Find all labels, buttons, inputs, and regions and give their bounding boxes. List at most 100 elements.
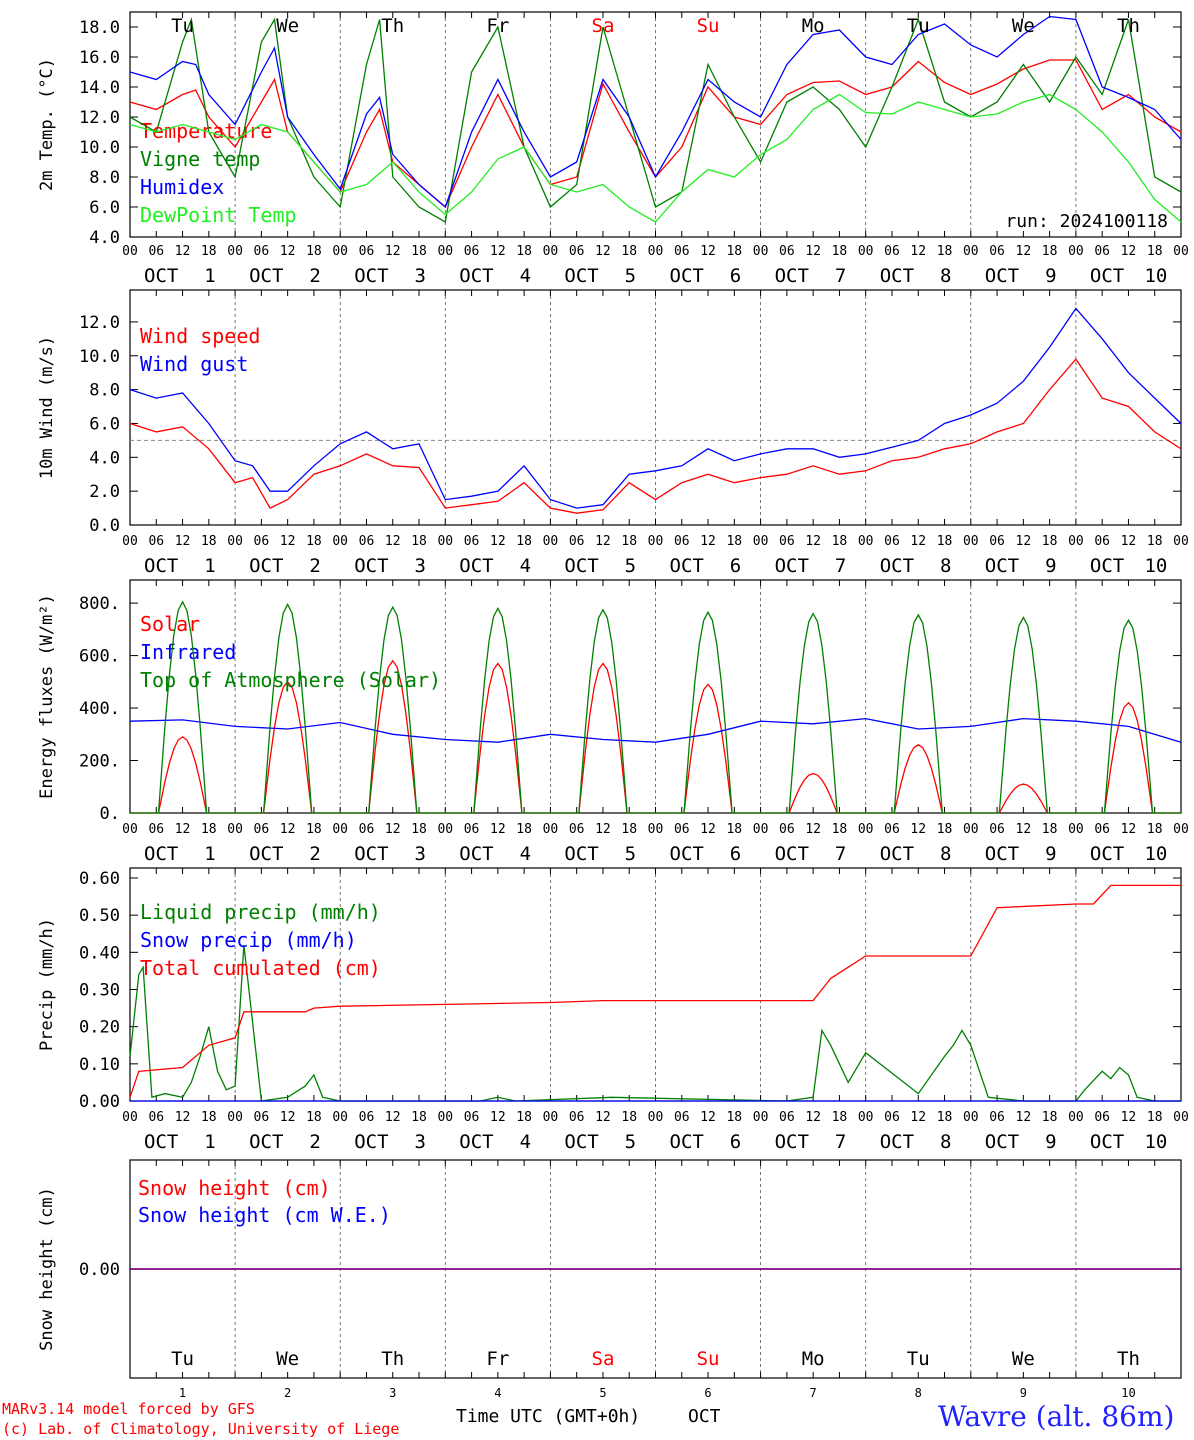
y-tick-label: 16.0: [79, 48, 120, 68]
hour-tick-label: 18: [516, 534, 532, 549]
hour-tick-label: 06: [254, 534, 270, 549]
hour-tick-label: 18: [201, 1110, 217, 1125]
hour-tick-label: 12: [595, 244, 611, 259]
hour-tick-label: 06: [148, 244, 164, 259]
hour-tick-label: 00: [648, 244, 664, 259]
hour-tick-label: 06: [359, 822, 375, 837]
hour-tick-label: 00: [753, 1110, 769, 1125]
hour-tick-label: 00: [437, 244, 453, 259]
date-day-label: 9: [1045, 843, 1056, 865]
y-axis-label: 2m Temp. (°C): [37, 58, 57, 191]
hour-tick-label: 06: [359, 534, 375, 549]
y-tick-label: 4.0: [89, 448, 120, 468]
hour-tick-label: 00: [437, 822, 453, 837]
weekday-label: We: [276, 15, 299, 37]
series-line-green: [129, 944, 1181, 1102]
weekday-label: Sa: [592, 1348, 615, 1370]
hour-tick-label: 18: [411, 822, 427, 837]
date-month-label: OCT: [985, 265, 1019, 287]
hour-tick-label: 00: [1173, 244, 1189, 259]
hour-tick-label: 18: [832, 1110, 848, 1125]
hour-tick-label: 00: [1068, 1110, 1084, 1125]
y-tick-label: 0.0: [89, 516, 120, 536]
hour-tick-label: 06: [464, 822, 480, 837]
y-tick-label: 0.: [100, 804, 120, 824]
date-month-label: OCT: [249, 1131, 283, 1153]
hour-tick-label: 18: [832, 534, 848, 549]
hour-tick-label: 06: [779, 1110, 795, 1125]
day-number-label: 9: [1020, 1386, 1027, 1400]
hour-tick-label: 18: [411, 244, 427, 259]
y-tick-label: 10.0: [79, 138, 120, 158]
date-day-label: 5: [625, 843, 636, 865]
hour-tick-label: 06: [674, 244, 690, 259]
day-number-label: 8: [915, 1386, 922, 1400]
hour-tick-label: 00: [543, 534, 559, 549]
hour-tick-label: 12: [385, 1110, 401, 1125]
hour-tick-label: 00: [227, 534, 243, 549]
date-day-label: 3: [414, 1131, 425, 1153]
y-tick-label: 600.: [79, 647, 120, 667]
hour-tick-label: 06: [1094, 244, 1110, 259]
legend-entry: Top of Atmosphere (Solar): [140, 668, 441, 692]
series-line-blue: [129, 307, 1182, 509]
date-day-label: 3: [414, 843, 425, 865]
hour-tick-label: 18: [726, 1110, 742, 1125]
weekday-label: Mo: [802, 1348, 825, 1370]
date-month-label: OCT: [459, 843, 493, 865]
hour-tick-label: 18: [726, 244, 742, 259]
hour-tick-label: 06: [884, 534, 900, 549]
date-month-label: OCT: [985, 1131, 1019, 1153]
series-line-lightgreen: [129, 93, 1182, 223]
y-tick-label: 8.0: [89, 168, 120, 188]
hour-tick-label: 06: [148, 822, 164, 837]
y-axis-label: Energy fluxes (W/m²): [37, 594, 57, 799]
y-tick-label: 12.0: [79, 108, 120, 128]
hour-tick-label: 00: [543, 822, 559, 837]
date-day-label: 3: [414, 265, 425, 287]
date-day-label: 5: [625, 265, 636, 287]
hour-tick-label: 18: [306, 822, 322, 837]
y-tick-label: 0.00: [79, 1092, 120, 1112]
hour-tick-label: 06: [1094, 822, 1110, 837]
weekday-label: Tu: [907, 1348, 930, 1370]
hour-tick-label: 12: [595, 1110, 611, 1125]
hour-tick-label: 06: [989, 822, 1005, 837]
hour-tick-label: 12: [385, 244, 401, 259]
date-day-label: 6: [730, 265, 741, 287]
date-day-label: 10: [1144, 1131, 1167, 1153]
hour-tick-label: 18: [1042, 534, 1058, 549]
date-day-label: 1: [204, 265, 215, 287]
date-day-label: 9: [1045, 1131, 1056, 1153]
day-number-label: 6: [704, 1386, 711, 1400]
hour-tick-label: 00: [437, 1110, 453, 1125]
hour-tick-label: 18: [201, 534, 217, 549]
hour-tick-label: 06: [569, 822, 585, 837]
y-tick-label: 0.30: [79, 981, 120, 1001]
weekday-label: Sa: [592, 15, 615, 37]
hour-tick-label: 12: [805, 534, 821, 549]
date-day-label: 7: [835, 843, 846, 865]
x-axis-label: Time UTC (GMT+0h): [456, 1406, 641, 1427]
date-month-label: OCT: [564, 555, 598, 577]
date-month-label: OCT: [1090, 1131, 1124, 1153]
y-tick-label: 14.0: [79, 78, 120, 98]
date-day-label: 5: [625, 555, 636, 577]
weekday-label: We: [276, 1348, 299, 1370]
date-day-label: 10: [1144, 555, 1167, 577]
hour-tick-label: 06: [884, 822, 900, 837]
hour-tick-label: 00: [122, 1110, 138, 1125]
hour-tick-label: 00: [227, 822, 243, 837]
date-day-label: 9: [1045, 265, 1056, 287]
hour-tick-label: 12: [595, 534, 611, 549]
hour-tick-label: 12: [1016, 534, 1032, 549]
date-day-label: 3: [414, 555, 425, 577]
hour-tick-label: 00: [332, 244, 348, 259]
y-tick-label: 400.: [79, 699, 120, 719]
hour-tick-label: 06: [359, 244, 375, 259]
date-month-label: OCT: [775, 555, 809, 577]
hour-tick-label: 06: [464, 1110, 480, 1125]
date-day-label: 6: [730, 555, 741, 577]
hour-tick-label: 18: [937, 1110, 953, 1125]
